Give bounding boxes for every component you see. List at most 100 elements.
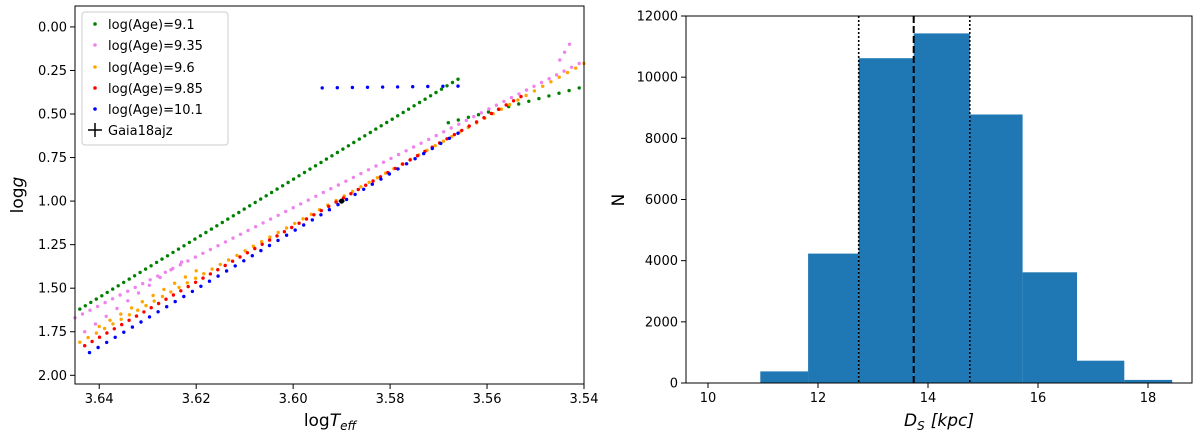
scatter-point <box>83 330 87 334</box>
scatter-point <box>362 187 366 191</box>
legend-label: log(Age)=10.1 <box>108 103 203 118</box>
scatter-point <box>297 174 301 178</box>
scatter-point <box>577 86 581 90</box>
scatter-point <box>502 99 506 104</box>
legend-label: log(Age)=9.35 <box>108 39 203 54</box>
left-y-axis-label: logg <box>8 176 28 213</box>
scatter-point <box>379 177 383 181</box>
y-tick-label: 6000 <box>645 193 678 208</box>
scatter-point <box>467 124 471 128</box>
scatter-point <box>368 130 372 135</box>
histogram-bar <box>913 33 970 384</box>
scatter-point <box>198 234 203 238</box>
scatter-point <box>259 197 263 201</box>
scatter-point <box>474 120 479 124</box>
scatter-point <box>216 244 220 248</box>
scatter-point <box>353 192 357 197</box>
scatter-point <box>80 312 85 316</box>
right-x-ticks: 10 12 14 16 18 <box>700 383 1156 406</box>
legend-item-9.85: log(Age)=9.85 <box>93 82 203 97</box>
scatter-point <box>366 168 371 172</box>
scatter-point <box>449 126 453 130</box>
scatter-point <box>136 291 141 295</box>
scatter-point <box>312 213 316 217</box>
scatter-point <box>284 226 289 230</box>
scatter-point <box>169 290 173 294</box>
scatter-point <box>327 204 331 209</box>
y-tick-label: 0.25 <box>38 64 67 79</box>
scatter-point <box>152 299 156 303</box>
scatter-point <box>230 259 235 263</box>
scatter-point <box>549 80 553 84</box>
scatter-point <box>375 176 380 180</box>
scatter-point <box>547 94 551 98</box>
scatter-point <box>78 340 82 344</box>
scatter-point <box>472 114 476 119</box>
scatter-point <box>494 103 499 107</box>
scatter-point <box>329 187 333 191</box>
scatter-point <box>290 225 294 230</box>
scatter-point <box>141 281 145 286</box>
scatter-point <box>423 97 427 101</box>
scatter-point <box>404 149 408 153</box>
scatter-point <box>387 172 392 176</box>
scatter-point <box>565 70 570 75</box>
scatter-point <box>282 230 287 234</box>
scatter-point <box>105 340 109 345</box>
scatter-point <box>408 158 412 162</box>
legend-label: log(Age)=9.85 <box>108 82 203 97</box>
scatter-point <box>367 180 371 184</box>
scatter-point <box>253 225 258 229</box>
scatter-point <box>151 293 155 298</box>
scatter-point <box>160 257 164 261</box>
scatter-point <box>216 268 220 272</box>
scatter-point <box>193 255 198 259</box>
scatter-point <box>171 293 176 297</box>
scatter-point <box>335 86 339 90</box>
legend-label: log(Age)=9.1 <box>108 18 195 33</box>
scatter-point <box>519 94 523 99</box>
scatter-point <box>250 254 254 258</box>
scatter-point <box>509 95 514 100</box>
scatter-point <box>415 154 420 158</box>
scatter-point <box>223 240 228 244</box>
scatter-point <box>487 107 491 111</box>
histogram-bar <box>1022 272 1077 383</box>
legend-item-gaia18ajz: Gaia18ajz <box>88 123 173 139</box>
scatter-point <box>413 157 417 161</box>
scatter-point <box>569 65 574 70</box>
scatter-point <box>452 132 457 137</box>
scatter-point <box>349 192 353 196</box>
scatter-point <box>260 240 264 244</box>
scatter-point <box>119 312 123 316</box>
scatter-point <box>108 318 112 322</box>
scatter-point <box>411 85 415 89</box>
right-y-axis-label: N <box>609 194 629 207</box>
scatter-point <box>186 259 190 263</box>
scatter-point <box>336 202 340 207</box>
scatter-point <box>286 180 290 185</box>
scatter-point <box>201 251 205 255</box>
scatter-point <box>445 84 449 88</box>
scatter-point <box>466 115 471 120</box>
scatter-point <box>208 272 213 276</box>
scatter-point <box>182 294 186 299</box>
scatter-point <box>179 289 183 293</box>
scatter-point <box>430 146 434 151</box>
scatter-point <box>442 130 446 134</box>
histogram-bar <box>969 114 1023 383</box>
scatter-point <box>147 315 152 319</box>
scatter-point <box>134 314 139 318</box>
scatter-point <box>102 326 107 331</box>
scatter-point <box>130 325 135 329</box>
scatter-point <box>346 144 351 148</box>
scatter-point <box>238 255 242 259</box>
scatter-point <box>395 85 400 89</box>
scatter-point <box>574 66 578 70</box>
scatter-point <box>401 162 405 166</box>
scatter-point <box>226 217 230 221</box>
histogram-bars <box>760 33 1173 384</box>
scatter-point <box>460 128 464 133</box>
scatter-point <box>344 179 348 183</box>
